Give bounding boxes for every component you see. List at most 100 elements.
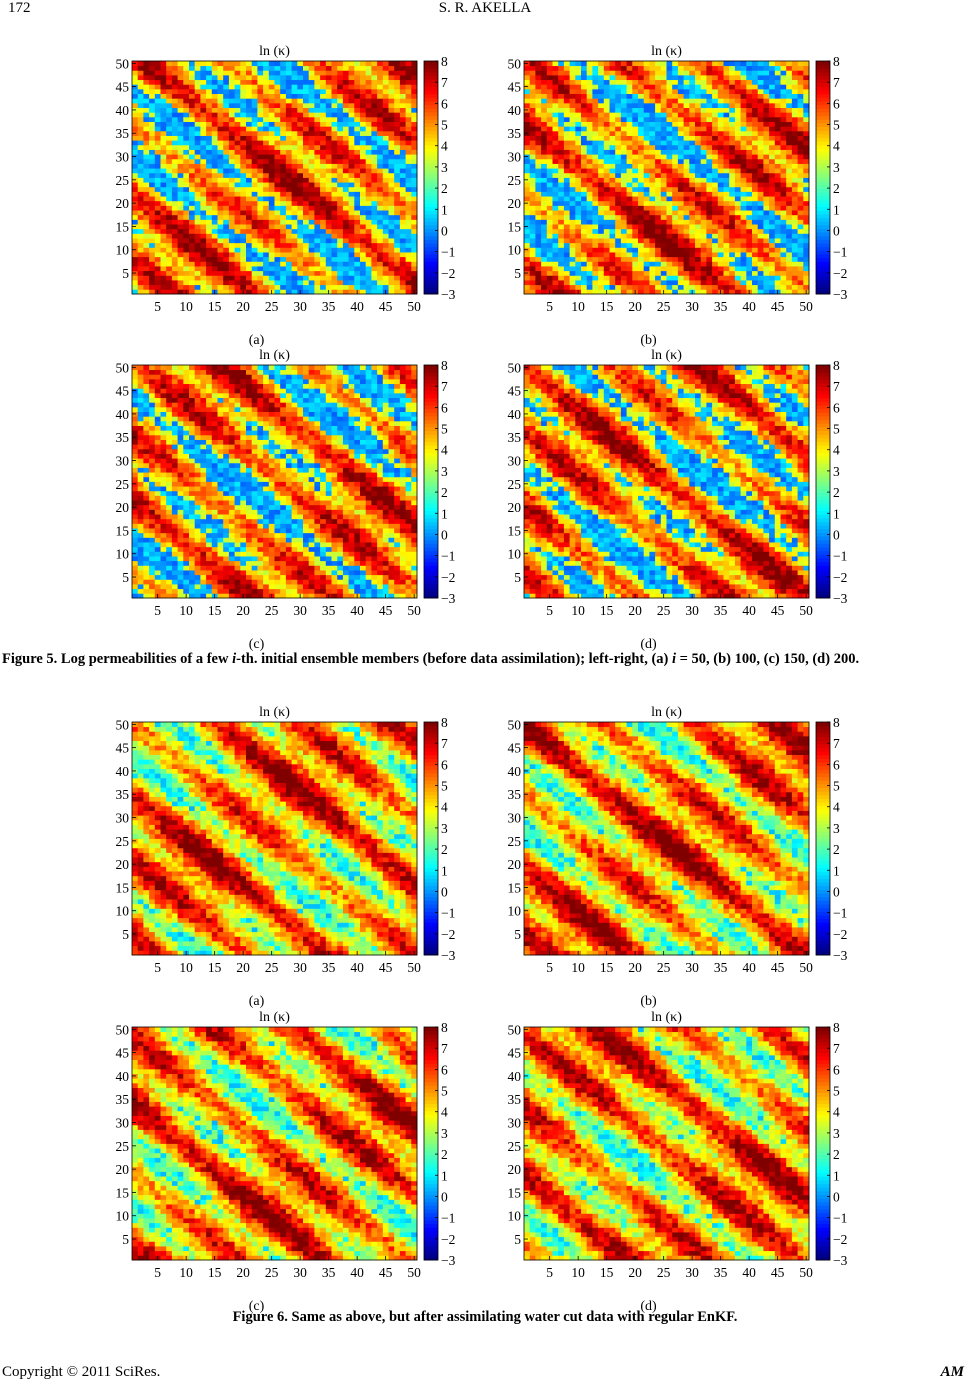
heatmap-cell bbox=[354, 163, 361, 169]
heatmap-cell bbox=[223, 79, 230, 85]
heatmap-cell bbox=[325, 107, 332, 113]
heatmap-cell bbox=[598, 102, 605, 108]
heatmap-cell bbox=[411, 140, 418, 146]
heatmap-cell bbox=[786, 233, 793, 239]
heatmap-cell bbox=[706, 74, 713, 81]
heatmap-cell bbox=[541, 84, 548, 90]
heatmap-cell bbox=[774, 163, 781, 169]
heatmap-cell bbox=[552, 233, 559, 239]
heatmap-cell bbox=[360, 261, 367, 267]
heatmap-cell bbox=[592, 154, 599, 160]
heatmap-cell bbox=[638, 121, 645, 127]
heatmap-cell bbox=[535, 130, 542, 136]
heatmap-cell bbox=[786, 70, 793, 76]
heatmap-cell bbox=[149, 266, 156, 272]
heatmap-cell bbox=[592, 196, 599, 202]
heatmap-cell bbox=[223, 182, 230, 188]
heatmap-cell bbox=[717, 214, 724, 220]
heatmap-cell bbox=[257, 74, 264, 81]
heatmap-cell bbox=[137, 200, 144, 206]
heatmap-cell bbox=[712, 74, 719, 81]
heatmap-cell bbox=[354, 70, 361, 76]
heatmap-cell bbox=[320, 107, 327, 113]
heatmap-cell bbox=[320, 172, 327, 178]
heatmap-cell bbox=[552, 280, 559, 286]
heatmap-cell bbox=[752, 154, 759, 160]
heatmap-cell bbox=[615, 210, 622, 216]
heatmap-cell bbox=[632, 238, 639, 244]
heatmap-cell bbox=[723, 74, 730, 81]
heatmap-cell bbox=[598, 266, 605, 272]
heatmap-cell bbox=[717, 140, 724, 146]
heatmap-cell bbox=[769, 65, 776, 71]
heatmap-cell bbox=[382, 168, 389, 174]
heatmap-cell bbox=[763, 238, 770, 244]
heatmap-cell bbox=[695, 154, 702, 160]
heatmap-cell bbox=[638, 98, 645, 104]
heatmap-cell bbox=[342, 84, 349, 90]
heatmap-cell bbox=[291, 163, 298, 169]
heatmap-cell bbox=[240, 126, 247, 132]
heatmap-cell bbox=[171, 275, 178, 281]
heatmap-cell bbox=[348, 112, 355, 118]
heatmap-cell bbox=[660, 93, 667, 99]
heatmap-cell bbox=[615, 65, 622, 71]
heatmap-cell bbox=[342, 65, 349, 71]
heatmap-cell bbox=[177, 135, 184, 141]
heatmap-cell bbox=[189, 284, 196, 290]
heatmap-cell bbox=[774, 88, 781, 95]
heatmap-cell bbox=[331, 191, 338, 197]
heatmap-cell bbox=[143, 247, 150, 253]
heatmap-cell bbox=[166, 116, 173, 122]
heatmap-cell bbox=[672, 238, 679, 244]
heatmap-cell bbox=[177, 102, 184, 108]
heatmap-cell bbox=[763, 219, 770, 225]
heatmap-cell bbox=[405, 130, 412, 136]
heatmap-cell bbox=[632, 270, 639, 276]
heatmap-cell bbox=[643, 205, 650, 211]
heatmap-cell bbox=[240, 200, 247, 206]
heatmap-cell bbox=[757, 224, 764, 230]
heatmap-cell bbox=[700, 74, 707, 81]
heatmap-cell bbox=[683, 289, 690, 295]
heatmap-cell bbox=[189, 65, 196, 71]
heatmap-cell bbox=[217, 163, 224, 169]
heatmap-cell bbox=[643, 98, 650, 104]
heatmap-cell bbox=[137, 126, 144, 132]
heatmap-cell bbox=[700, 191, 707, 197]
heatmap-cell bbox=[586, 135, 593, 141]
heatmap-cell bbox=[394, 163, 401, 169]
heatmap-cell bbox=[609, 107, 616, 113]
heatmap-cell bbox=[308, 135, 315, 141]
heatmap-cell bbox=[399, 275, 406, 281]
heatmap-cell bbox=[740, 168, 747, 174]
heatmap-cell bbox=[592, 79, 599, 85]
heatmap-cell bbox=[706, 275, 713, 281]
heatmap-cell bbox=[655, 154, 662, 160]
heatmap-cell bbox=[348, 172, 355, 178]
heatmap-cell bbox=[769, 88, 776, 95]
heatmap-cell bbox=[552, 130, 559, 136]
heatmap-cell bbox=[638, 144, 645, 150]
heatmap-cell bbox=[729, 93, 736, 99]
heatmap-cell bbox=[660, 233, 667, 239]
heatmap-cell bbox=[388, 224, 395, 230]
heatmap-cell bbox=[160, 154, 167, 160]
heatmap-cell bbox=[137, 280, 144, 286]
heatmap-cell bbox=[546, 65, 553, 71]
heatmap-cell bbox=[200, 182, 207, 188]
heatmap-cell bbox=[246, 284, 253, 290]
heatmap-cell bbox=[382, 172, 389, 178]
heatmap-cell bbox=[411, 284, 418, 290]
heatmap-cell bbox=[598, 84, 605, 90]
heatmap-cell bbox=[308, 219, 315, 225]
heatmap-cell bbox=[154, 149, 161, 155]
heatmap-cell bbox=[563, 182, 570, 188]
heatmap-cell bbox=[729, 196, 736, 202]
heatmap-cell bbox=[769, 140, 776, 146]
heatmap-cell bbox=[683, 252, 690, 258]
heatmap-cell bbox=[603, 102, 610, 108]
heatmap-cell bbox=[752, 224, 759, 230]
heatmap-cell bbox=[546, 121, 553, 127]
heatmap-cell bbox=[405, 93, 412, 99]
